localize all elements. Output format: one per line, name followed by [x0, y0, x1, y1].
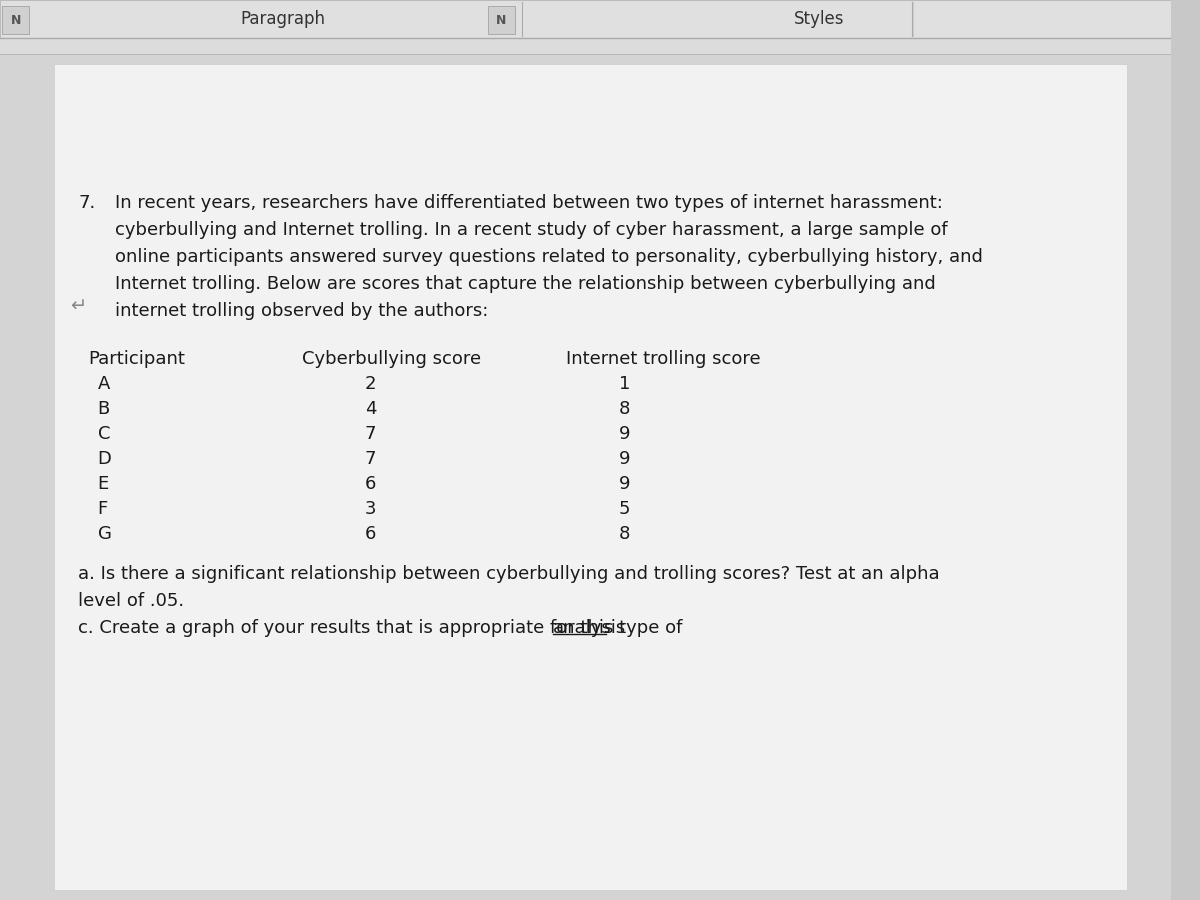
Text: online participants answered survey questions related to personality, cyberbully: online participants answered survey ques…: [115, 248, 983, 266]
Text: a. Is there a significant relationship between cyberbullying and trolling scores: a. Is there a significant relationship b…: [78, 565, 940, 583]
FancyBboxPatch shape: [54, 64, 1127, 890]
FancyBboxPatch shape: [487, 6, 515, 34]
Text: N: N: [497, 14, 506, 26]
Text: Paragraph: Paragraph: [240, 10, 325, 28]
Text: B: B: [97, 400, 110, 418]
Text: A: A: [97, 375, 110, 393]
Text: G: G: [97, 525, 112, 543]
FancyBboxPatch shape: [0, 54, 1171, 900]
Text: 2: 2: [365, 375, 377, 393]
Text: D: D: [97, 450, 112, 468]
Text: level of .05.: level of .05.: [78, 592, 184, 610]
Text: 8: 8: [619, 400, 630, 418]
Text: 9: 9: [619, 475, 630, 493]
FancyBboxPatch shape: [0, 0, 1171, 38]
Text: 6: 6: [365, 525, 377, 543]
Text: 6: 6: [365, 475, 377, 493]
Text: ↵: ↵: [71, 297, 86, 316]
FancyBboxPatch shape: [2, 6, 29, 34]
Text: internet trolling observed by the authors:: internet trolling observed by the author…: [115, 302, 488, 320]
Text: cyberbullying and Internet trolling. In a recent study of cyber harassment, a la: cyberbullying and Internet trolling. In …: [115, 221, 948, 239]
Text: N: N: [11, 14, 20, 26]
Text: E: E: [97, 475, 109, 493]
Text: 7.: 7.: [78, 194, 95, 212]
Text: Styles: Styles: [794, 10, 845, 28]
Text: 3: 3: [365, 500, 377, 518]
Text: 1: 1: [619, 375, 630, 393]
Text: In recent years, researchers have differentiated between two types of internet h: In recent years, researchers have differ…: [115, 194, 943, 212]
Text: analysis: analysis: [552, 619, 625, 637]
Text: 7: 7: [365, 425, 377, 443]
Text: 7: 7: [365, 450, 377, 468]
Text: F: F: [97, 500, 108, 518]
Text: 5: 5: [619, 500, 630, 518]
Text: c. Create a graph of your results that is appropriate for this type of: c. Create a graph of your results that i…: [78, 619, 688, 637]
Text: C: C: [97, 425, 110, 443]
Text: Internet trolling. Below are scores that capture the relationship between cyberb: Internet trolling. Below are scores that…: [115, 275, 936, 293]
Text: 8: 8: [619, 525, 630, 543]
Text: Cyberbullying score: Cyberbullying score: [302, 350, 481, 368]
Text: 9: 9: [619, 450, 630, 468]
Text: Internet trolling score: Internet trolling score: [566, 350, 761, 368]
Text: Participant: Participant: [88, 350, 185, 368]
FancyBboxPatch shape: [0, 38, 1171, 54]
Text: 9: 9: [619, 425, 630, 443]
Text: 4: 4: [365, 400, 377, 418]
